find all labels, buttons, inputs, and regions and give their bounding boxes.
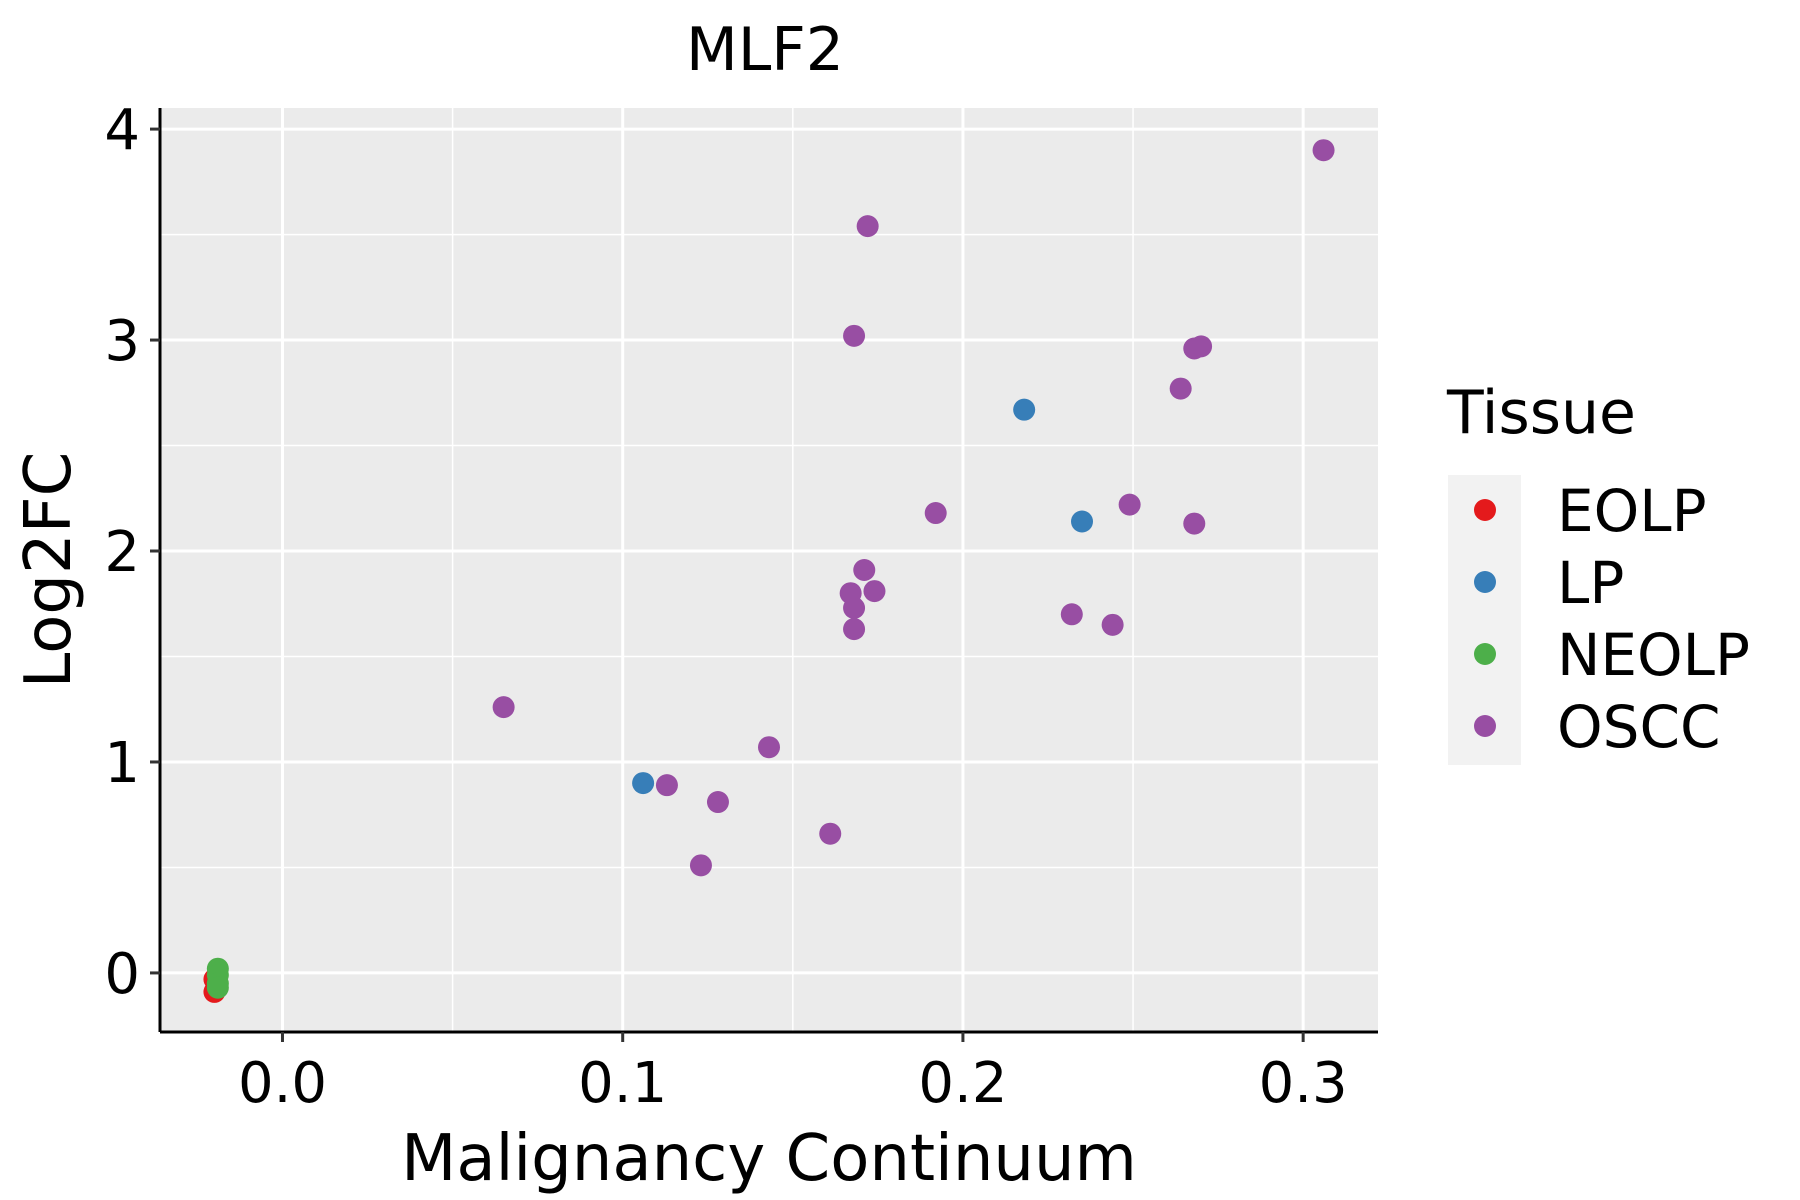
data-point-oscc (1060, 603, 1083, 626)
y-tick-label: 1 (104, 731, 140, 796)
legend-key-lp (1474, 571, 1496, 593)
y-tick-label: 3 (104, 309, 140, 374)
data-point-oscc (856, 215, 879, 238)
data-point-oscc (924, 502, 947, 525)
data-point-oscc (758, 736, 780, 759)
y-axis-title: Log2FC (12, 452, 86, 689)
legend-key-neolp (1474, 643, 1496, 665)
y-tick-label: 2 (104, 520, 140, 585)
data-point-oscc (843, 596, 866, 619)
x-tick-label: 0.2 (918, 1051, 1007, 1116)
data-point-oscc (1312, 139, 1335, 162)
legend-label-oscc: OSCC (1557, 693, 1720, 761)
data-point-oscc (1190, 335, 1213, 358)
legend-key-eolp (1474, 499, 1496, 521)
data-point-oscc (843, 324, 866, 347)
data-point-oscc (853, 559, 876, 581)
data-point-oscc (655, 774, 678, 797)
data-point-oscc (706, 791, 729, 814)
x-tick-label: 0.0 (238, 1051, 327, 1116)
data-point-oscc (863, 580, 886, 603)
x-tick-label: 0.3 (1259, 1051, 1348, 1116)
axis-ticks: 0.0 0.1 0.2 0.3 0 1 2 3 4 (104, 98, 1347, 1116)
legend-label-neolp: NEOLP (1557, 621, 1750, 689)
data-point-oscc (1183, 512, 1206, 535)
data-point-neolp (206, 976, 229, 999)
data-points (203, 139, 1335, 1003)
legend-label-eolp: EOLP (1557, 477, 1707, 545)
x-tick-label: 0.1 (578, 1051, 667, 1116)
data-point-oscc (819, 822, 842, 845)
y-tick-label: 4 (104, 98, 140, 163)
data-point-oscc (1101, 613, 1124, 636)
data-point-oscc (1118, 493, 1141, 516)
chart-title: MLF2 (686, 15, 844, 85)
data-point-oscc (689, 854, 712, 877)
plot-panel (160, 108, 1378, 1032)
data-point-lp (632, 772, 655, 795)
grid-lines (160, 108, 1378, 1032)
data-point-oscc (843, 618, 866, 641)
legend-key-oscc (1474, 715, 1496, 737)
x-axis-title: Malignancy Continuum (401, 1122, 1137, 1196)
legend-label-lp: LP (1557, 549, 1624, 617)
data-point-oscc (492, 696, 515, 719)
data-point-oscc (1169, 377, 1192, 400)
y-tick-label: 0 (104, 942, 140, 1007)
data-point-lp (1071, 510, 1094, 533)
data-point-lp (1013, 398, 1036, 421)
legend-title: Tissue (1446, 378, 1636, 448)
